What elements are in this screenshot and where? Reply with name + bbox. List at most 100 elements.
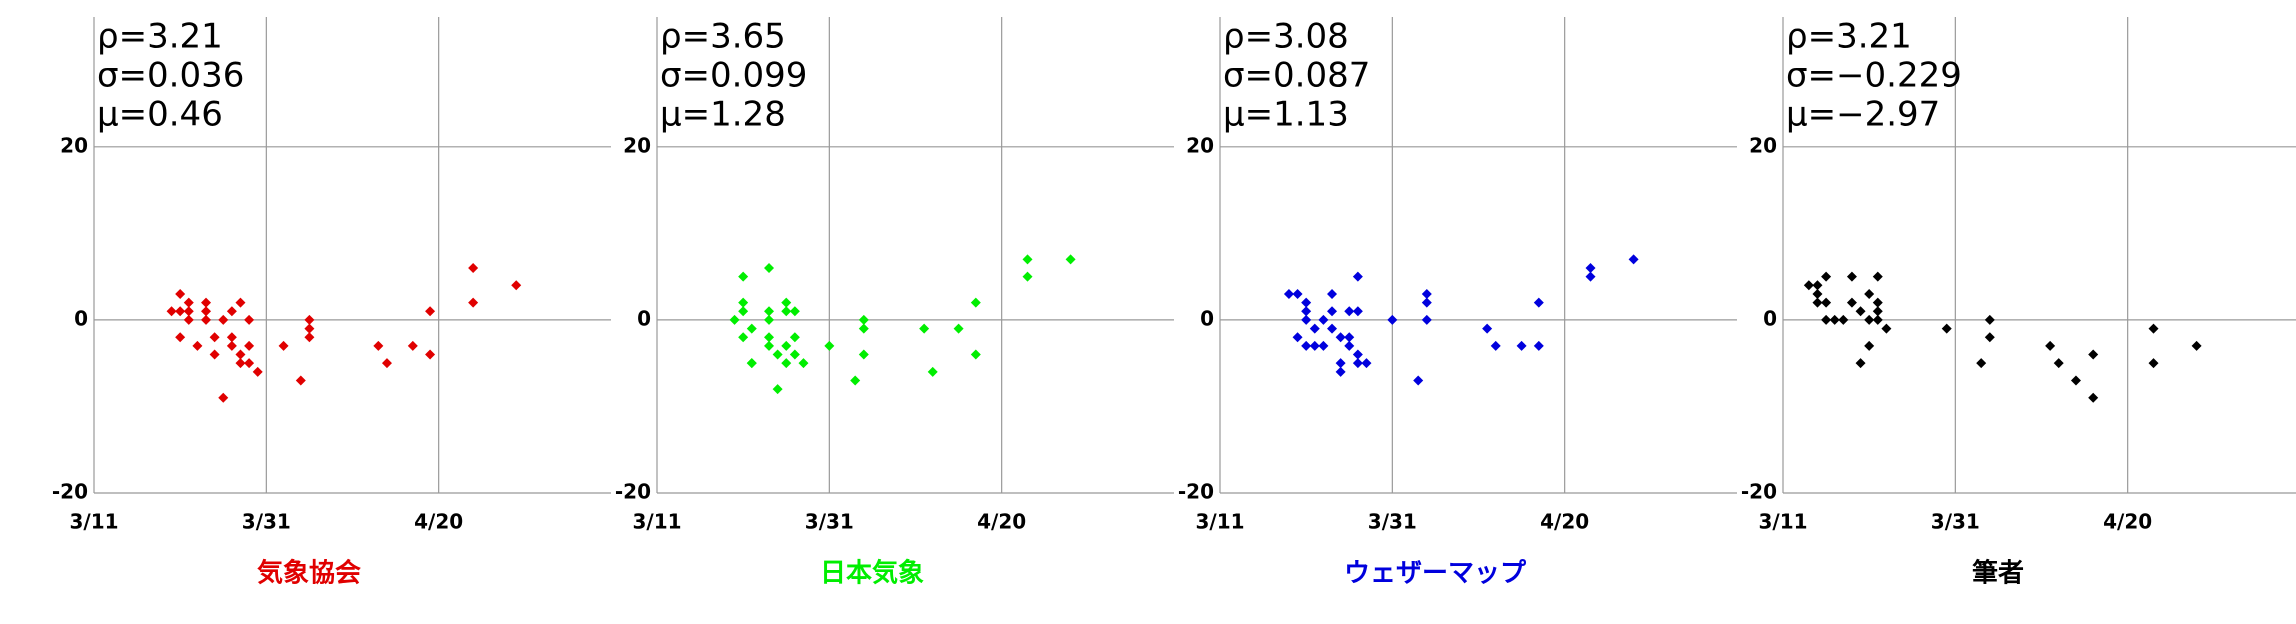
point bbox=[1301, 297, 1312, 308]
point bbox=[1344, 340, 1355, 351]
point bbox=[183, 314, 194, 325]
y-tick-label: 20 bbox=[623, 133, 651, 157]
point bbox=[304, 323, 315, 334]
point bbox=[201, 314, 212, 325]
point bbox=[425, 306, 436, 317]
x-tick-label: 3/31 bbox=[1368, 510, 1417, 534]
y-tick-label: -20 bbox=[615, 480, 651, 504]
point bbox=[1344, 306, 1355, 317]
point bbox=[1984, 314, 1995, 325]
point bbox=[226, 306, 237, 317]
y-tick-label: 0 bbox=[74, 306, 88, 330]
point bbox=[772, 349, 783, 360]
point bbox=[244, 314, 255, 325]
stat-annotation: σ=−0.229 bbox=[1786, 56, 1962, 96]
point bbox=[781, 297, 792, 308]
point bbox=[1872, 297, 1883, 308]
point bbox=[1301, 314, 1312, 325]
point bbox=[278, 340, 289, 351]
point bbox=[1361, 358, 1372, 369]
stat-annotation: ρ=3.08 bbox=[1223, 17, 1349, 57]
point bbox=[1941, 323, 1952, 334]
point bbox=[218, 314, 229, 325]
x-tick-label: 3/31 bbox=[1931, 510, 1980, 534]
x-tick-label: 4/20 bbox=[1540, 510, 1589, 534]
point bbox=[781, 358, 792, 369]
point bbox=[1864, 288, 1875, 299]
stat-annotation: μ=0.46 bbox=[97, 95, 223, 135]
point bbox=[407, 340, 418, 351]
x-tick-label: 4/20 bbox=[977, 510, 1026, 534]
point bbox=[1413, 375, 1424, 386]
point bbox=[1864, 340, 1875, 351]
y-tick-label: -20 bbox=[1178, 480, 1214, 504]
point bbox=[781, 340, 792, 351]
y-tick-label: 0 bbox=[637, 306, 651, 330]
point bbox=[729, 314, 740, 325]
point bbox=[1838, 314, 1849, 325]
point bbox=[764, 262, 775, 273]
point bbox=[1335, 358, 1346, 369]
point bbox=[1872, 306, 1883, 317]
point bbox=[1821, 271, 1832, 282]
point bbox=[850, 375, 861, 386]
point bbox=[858, 314, 869, 325]
point bbox=[764, 306, 775, 317]
point bbox=[226, 332, 237, 343]
point bbox=[919, 323, 930, 334]
point bbox=[1516, 340, 1527, 351]
point bbox=[1309, 340, 1320, 351]
x-tick-label: 3/11 bbox=[1195, 510, 1244, 534]
point bbox=[1855, 306, 1866, 317]
point bbox=[738, 332, 749, 343]
point bbox=[235, 297, 246, 308]
point bbox=[1318, 314, 1329, 325]
point bbox=[1482, 323, 1493, 334]
stat-annotation: μ=1.28 bbox=[660, 95, 786, 135]
point bbox=[789, 306, 800, 317]
point bbox=[1421, 314, 1432, 325]
point bbox=[1352, 349, 1363, 360]
point bbox=[1352, 306, 1363, 317]
point bbox=[1585, 262, 1596, 273]
point bbox=[1812, 297, 1823, 308]
stat-annotation: μ=−2.97 bbox=[1786, 95, 1940, 135]
stat-annotation: ρ=3.21 bbox=[1786, 17, 1912, 57]
point bbox=[2148, 358, 2159, 369]
point bbox=[2088, 349, 2099, 360]
point bbox=[235, 358, 246, 369]
point bbox=[192, 340, 203, 351]
point bbox=[468, 262, 479, 273]
stat-annotation: μ=1.13 bbox=[1223, 95, 1349, 135]
point bbox=[2191, 340, 2202, 351]
point bbox=[201, 297, 212, 308]
point bbox=[2070, 375, 2081, 386]
x-tick-label: 3/11 bbox=[1758, 510, 1807, 534]
point bbox=[295, 375, 306, 386]
point bbox=[2053, 358, 2064, 369]
point bbox=[764, 314, 775, 325]
point bbox=[1327, 306, 1338, 317]
stat-annotation: σ=0.087 bbox=[1223, 56, 1370, 96]
point bbox=[1318, 340, 1329, 351]
point bbox=[166, 306, 177, 317]
point bbox=[1327, 323, 1338, 334]
point bbox=[970, 349, 981, 360]
point bbox=[511, 280, 522, 291]
point bbox=[1421, 297, 1432, 308]
x-tick-label: 3/31 bbox=[242, 510, 291, 534]
point bbox=[2148, 323, 2159, 334]
point bbox=[209, 332, 220, 343]
point bbox=[738, 306, 749, 317]
point bbox=[1327, 288, 1338, 299]
point bbox=[2045, 340, 2056, 351]
point bbox=[1292, 288, 1303, 299]
point bbox=[175, 288, 186, 299]
point bbox=[1846, 271, 1857, 282]
point bbox=[772, 384, 783, 395]
point bbox=[746, 358, 757, 369]
point bbox=[1335, 332, 1346, 343]
point bbox=[244, 358, 255, 369]
